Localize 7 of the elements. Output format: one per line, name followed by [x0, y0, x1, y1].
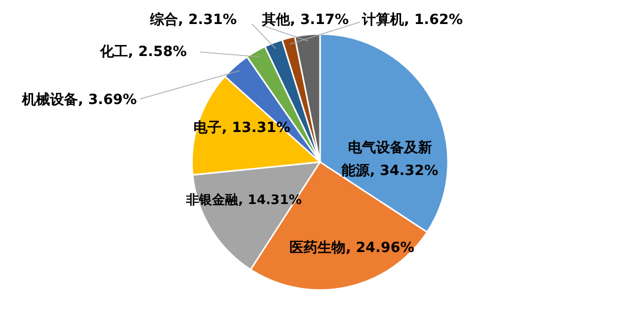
slice-label: 电气设备及新能源, 34.32%	[342, 139, 438, 179]
slice-label: 化工, 2.58%	[99, 44, 187, 60]
slice-label: 医药生物, 24.96%	[290, 240, 414, 256]
slice-label: 计算机, 1.62%	[361, 12, 463, 28]
slice-label: 综合, 2.31%	[149, 11, 237, 28]
slice-label: 其他, 3.17%	[261, 12, 349, 28]
slice-label: 机械设备, 3.69%	[21, 92, 137, 108]
